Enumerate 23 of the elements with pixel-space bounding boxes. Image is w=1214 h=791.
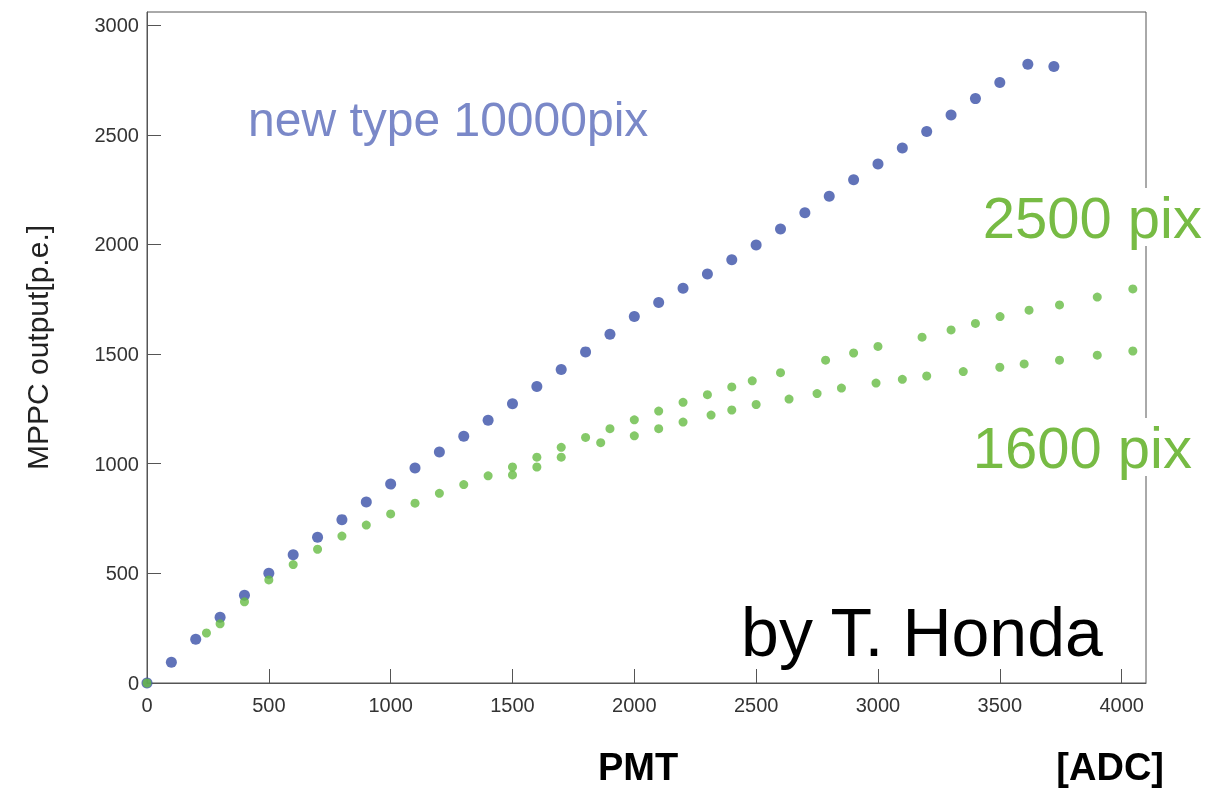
annotation: by T. Honda <box>741 594 1103 670</box>
text: [ADC] <box>1056 746 1164 788</box>
x-tick-label: 2500 <box>733 694 779 716</box>
y-axis-title: MPPC output[p.e.] <box>20 224 54 471</box>
x-axis-title: PMT <box>598 746 679 788</box>
y-tick-label: 3000 <box>94 14 139 37</box>
series-label: 1600 pix <box>972 414 1193 480</box>
y-tick-label: 2500 <box>94 123 139 146</box>
x-tick-label: 2000 <box>612 694 657 716</box>
text: new type 10000pix <box>248 92 649 146</box>
y-tick-label: 2000 <box>94 233 139 256</box>
x-tick-label: 3000 <box>855 694 901 716</box>
series-label: 2500 pix <box>982 184 1203 250</box>
x-tick-label: 1500 <box>490 694 535 716</box>
x-tick-label: 3500 <box>977 694 1023 716</box>
x-tick-label: 500 <box>252 694 286 716</box>
y-tick-label: 1000 <box>94 452 139 475</box>
x-tick-label: 1000 <box>368 694 413 716</box>
x-tick-label: 4000 <box>1099 694 1144 716</box>
y-tick-label: 0 <box>127 672 139 694</box>
y-tick-label: 500 <box>105 562 139 585</box>
x-tick-label: 0 <box>141 694 153 716</box>
y-tick-label: 1500 <box>94 343 139 366</box>
